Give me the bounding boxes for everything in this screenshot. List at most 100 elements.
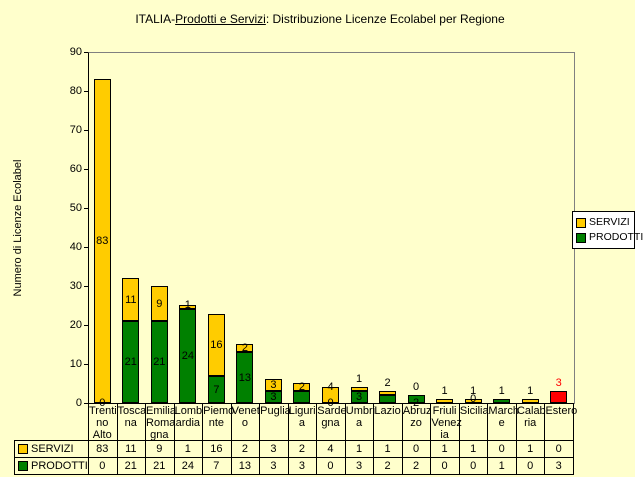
table-value-cell: 0: [527, 460, 534, 472]
table-value-cell: 2: [241, 443, 248, 455]
prodotti-swatch-icon: [576, 233, 586, 243]
table-column-separator: [459, 404, 460, 475]
bar-servizi-segment: [179, 305, 196, 309]
bar-servizi-segment: [122, 278, 139, 321]
bar-value-label: 4: [327, 381, 334, 393]
table-value-cell: 0: [470, 460, 477, 472]
bar-prodotti-segment: [408, 395, 425, 403]
bar-value-label: 3: [555, 377, 562, 389]
y-tick-label: 30: [69, 280, 82, 292]
bar-prodotti-segment: [151, 321, 168, 403]
y-axis-title: Numero di Licenze Ecolabel: [12, 159, 24, 297]
bar-value-label: 1: [441, 385, 448, 397]
bar-value-label: 1: [184, 299, 191, 311]
table-value-cell: 9: [156, 443, 163, 455]
bar-prodotti-segment: [122, 321, 139, 403]
category-label: Sicilia: [459, 405, 489, 417]
table-value-cell: 3: [270, 443, 277, 455]
table-column-separator: [231, 404, 232, 475]
table-value-cell: 1: [355, 443, 363, 455]
table-value-cell: 1: [184, 443, 191, 455]
servizi-key-icon: [18, 444, 28, 454]
table-column-separator: [88, 404, 89, 475]
y-tick-mark: [84, 403, 88, 404]
bar-value-label: 11: [125, 294, 137, 306]
table-column-separator: [316, 404, 317, 475]
bar-value-label: 21: [153, 356, 166, 368]
y-tick-mark: [84, 91, 88, 92]
y-tick-mark: [84, 364, 88, 365]
y-tick-label: 50: [69, 202, 82, 214]
table-value-cell: 83: [96, 443, 109, 455]
y-tick-mark: [84, 52, 88, 53]
bar-value-label: 7: [213, 384, 220, 396]
table-row-line: [14, 474, 573, 475]
table-row-line: [14, 440, 573, 441]
bar-value-label: 24: [181, 350, 194, 362]
y-tick-label: 40: [69, 241, 82, 253]
table-value-cell: 4: [327, 443, 334, 455]
bar-servizi-segment: [351, 387, 368, 391]
bar-servizi-segment: [293, 383, 310, 391]
category-label: Emilia Roma gna: [146, 405, 176, 441]
bar-value-label: 2: [241, 342, 248, 354]
category-label: Friuli Venez ia: [431, 405, 462, 441]
y-tick-mark: [84, 130, 88, 131]
table-column-separator: [487, 404, 488, 475]
category-label: March e: [488, 405, 519, 429]
table-value-cell: 0: [498, 443, 505, 455]
servizi-swatch-icon: [576, 218, 586, 228]
table-column-separator: [373, 404, 374, 475]
bar-servizi-segment: [379, 391, 396, 395]
category-label: Venet o: [231, 405, 260, 429]
bar-value-label: 3: [270, 391, 277, 403]
y-tick-mark: [84, 286, 88, 287]
table-column-separator: [402, 404, 403, 475]
table-value-cell: 7: [213, 460, 220, 472]
table-value-cell: 13: [238, 460, 252, 472]
bar-value-label: 1: [470, 385, 477, 397]
bar-value-label: 13: [238, 372, 252, 384]
table-value-cell: 16: [210, 443, 223, 455]
table-value-cell: 3: [555, 460, 562, 472]
table-column-separator: [259, 404, 260, 475]
bar-value-label: 3: [270, 379, 277, 391]
chart-title-suffix: : Distribuzione Licenze Ecolabel per Reg…: [265, 12, 505, 26]
table-column-separator: [174, 404, 175, 475]
category-label: Umbri a: [345, 405, 376, 429]
table-value-cell: 24: [181, 460, 194, 472]
x-axis-line: [88, 403, 574, 404]
chart-title-prefix: ITALIA-: [135, 12, 176, 26]
legend-label-prodotti: PRODOTTI: [589, 231, 643, 243]
category-label: Trenti no Alto: [89, 405, 117, 441]
y-tick-mark: [84, 169, 88, 170]
y-tick-label: 80: [69, 85, 82, 97]
bar-value-label: 21: [124, 356, 137, 368]
category-label: Liguri a: [288, 405, 316, 429]
table-value-cell: 0: [327, 460, 334, 472]
table-column-separator: [544, 404, 545, 475]
table-value-cell: 1: [470, 443, 477, 455]
bar-servizi-segment: [151, 286, 168, 321]
bar-prodotti-segment: [236, 352, 253, 403]
bar-value-label: 2: [298, 381, 306, 393]
bar-value-label: 1: [498, 385, 505, 397]
table-value-cell: 1: [441, 443, 448, 455]
y-tick-mark: [84, 208, 88, 209]
bar-servizi-segment: [465, 399, 482, 403]
category-label: Lomb ardia: [174, 405, 203, 429]
bar-servizi-segment: [522, 399, 539, 403]
table-value-cell: 1: [498, 460, 505, 472]
bar-prodotti-segment: [351, 391, 368, 403]
bar-value-label: 3: [355, 391, 363, 403]
y-tick-label: 10: [69, 358, 82, 370]
bar-prodotti-segment: [550, 391, 567, 403]
table-column-separator: [345, 404, 346, 475]
category-label: Sarde gna: [317, 405, 347, 429]
table-row-header: SERVIZI: [31, 443, 74, 455]
category-label: Abruz zo: [402, 405, 432, 429]
bar-value-label: 16: [210, 339, 223, 351]
bar-value-label: 1: [355, 373, 363, 385]
bar-value-label: 0: [470, 393, 477, 405]
